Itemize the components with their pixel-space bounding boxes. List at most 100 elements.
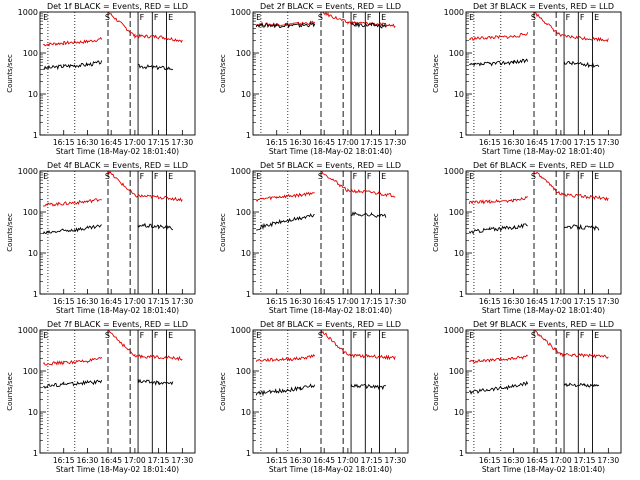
y-tick-label: 1 (246, 449, 251, 458)
y-tick-label: 1 (33, 290, 38, 299)
event-marker-letter: F (566, 13, 571, 22)
x-tick-label: 17:15 (361, 138, 383, 147)
x-tick-label: 16:30 (503, 456, 525, 465)
plot-frame (465, 11, 622, 136)
panel-title: Det 4f BLACK = Events, RED = LLD (47, 161, 188, 170)
y-tick-label: 1000 (18, 167, 38, 176)
x-tick-label: 17:15 (574, 297, 596, 306)
x-tick-label: 17:00 (337, 297, 359, 306)
y-tick-label: 1000 (18, 326, 38, 335)
event-marker-letter: E (594, 172, 599, 181)
x-tick-label: 17:00 (550, 456, 572, 465)
x-axis-label: Start Time (18-May-02 18:01:40) (269, 306, 392, 315)
event-marker-letter: E (594, 13, 599, 22)
events-series-line (42, 378, 174, 389)
plot-frame (39, 170, 196, 295)
event-marker-letter: E (168, 331, 173, 340)
lld-series-line (468, 12, 609, 43)
panel-title: Det 2f BLACK = Events, RED = LLD (260, 2, 401, 11)
event-marker-letter: F (367, 13, 372, 22)
x-tick-label: 16:15 (479, 138, 501, 147)
x-tick-label: 17:15 (148, 138, 170, 147)
x-axis-label: Start Time (18-May-02 18:01:40) (56, 465, 179, 474)
event-marker-letter: S (318, 13, 323, 22)
x-tick-label: 17:00 (337, 456, 359, 465)
y-tick-label: 10 (241, 249, 251, 258)
lld-series-line (468, 171, 609, 205)
panel-title: Det 5f BLACK = Events, RED = LLD (260, 161, 401, 170)
plot-frame (465, 170, 622, 295)
event-marker-letter: F (154, 331, 159, 340)
event-marker-letter: F (353, 172, 358, 181)
x-tick-label: 16:15 (53, 297, 75, 306)
x-tick-label: 16:30 (503, 138, 525, 147)
y-axis-label: Counts/sec (6, 372, 14, 411)
x-tick-label: 17:15 (148, 456, 170, 465)
event-marker-letter: F (140, 172, 145, 181)
event-marker-letter: S (318, 172, 323, 181)
event-marker-letter: E (256, 331, 261, 340)
x-tick-label: 16:45 (100, 456, 122, 465)
event-marker-letter: E (43, 13, 48, 22)
event-marker-letter: E (381, 13, 386, 22)
plot-frame (39, 329, 196, 454)
event-marker-letter: S (318, 331, 323, 340)
y-tick-label: 1000 (444, 167, 464, 176)
y-tick-label: 10 (454, 90, 464, 99)
y-tick-label: 10 (454, 408, 464, 417)
x-tick-label: 17:30 (598, 138, 620, 147)
y-axis-label: Counts/sec (219, 213, 227, 252)
y-tick-label: 100 (236, 49, 251, 58)
y-tick-label: 1 (459, 131, 464, 140)
event-marker-letter: E (469, 172, 474, 181)
y-tick-label: 1000 (444, 326, 464, 335)
panel-title: Det 6f BLACK = Events, RED = LLD (473, 161, 614, 170)
x-tick-label: 17:00 (124, 297, 146, 306)
x-tick-label: 17:30 (172, 138, 194, 147)
y-tick-label: 100 (449, 208, 464, 217)
event-marker-letter: S (531, 13, 536, 22)
event-marker-letter: F (154, 13, 159, 22)
event-marker-letter: E (43, 331, 48, 340)
y-axis-label: Counts/sec (432, 54, 440, 93)
x-axis-label: Start Time (18-May-02 18:01:40) (482, 147, 605, 156)
x-tick-label: 16:15 (266, 456, 288, 465)
event-marker-letter: F (580, 331, 585, 340)
x-tick-label: 17:30 (598, 297, 620, 306)
y-tick-label: 100 (449, 367, 464, 376)
event-marker-letter: S (105, 172, 110, 181)
x-tick-label: 17:15 (361, 456, 383, 465)
y-tick-label: 1000 (231, 326, 251, 335)
x-tick-label: 17:00 (337, 138, 359, 147)
x-tick-label: 17:15 (574, 456, 596, 465)
x-tick-label: 17:15 (361, 297, 383, 306)
x-tick-label: 17:15 (148, 297, 170, 306)
x-axis-label: Start Time (18-May-02 18:01:40) (56, 306, 179, 315)
y-tick-label: 100 (23, 49, 38, 58)
x-tick-label: 16:30 (77, 297, 99, 306)
x-tick-label: 16:30 (290, 138, 312, 147)
plot-frame (252, 170, 409, 295)
y-axis-label: Counts/sec (219, 372, 227, 411)
events-series-line (469, 58, 600, 69)
x-tick-label: 17:30 (385, 138, 407, 147)
y-tick-label: 10 (241, 90, 251, 99)
x-tick-label: 16:45 (313, 456, 335, 465)
event-marker-letter: F (154, 172, 159, 181)
y-tick-label: 1 (246, 290, 251, 299)
x-tick-label: 16:30 (290, 297, 312, 306)
event-marker-letter: F (140, 13, 145, 22)
event-marker-letter: E (168, 13, 173, 22)
event-marker-letter: E (469, 13, 474, 22)
x-tick-label: 17:00 (124, 456, 146, 465)
y-axis-label: Counts/sec (6, 54, 14, 93)
y-axis-label: Counts/sec (432, 372, 440, 411)
event-marker-letter: E (381, 331, 386, 340)
y-tick-label: 1 (246, 131, 251, 140)
event-marker-letter: E (594, 331, 599, 340)
x-tick-label: 17:30 (385, 456, 407, 465)
